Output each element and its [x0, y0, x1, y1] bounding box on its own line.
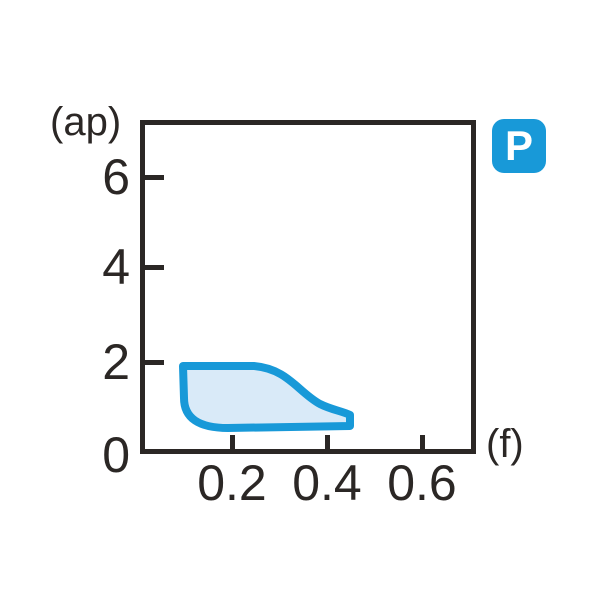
x-axis-title: (f) — [486, 422, 524, 466]
y-tick-6 — [145, 175, 164, 180]
y-tick-4 — [145, 265, 164, 270]
x-tick-label-0.2: 0.2 — [197, 455, 267, 511]
y-tick-label-4: 4 — [102, 239, 130, 295]
plot-area — [140, 120, 476, 454]
x-tick-label-0.4: 0.4 — [292, 455, 362, 511]
x-tick-0.2 — [230, 435, 235, 450]
iso-p-material-badge: P — [492, 119, 546, 173]
y-tick-label-2: 2 — [102, 334, 130, 390]
y-axis-title: (ap) — [50, 100, 122, 144]
y-tick-label-6: 6 — [102, 149, 130, 205]
x-tick-label-0.6: 0.6 — [387, 455, 457, 511]
x-tick-0.4 — [325, 435, 330, 450]
x-tick-0.6 — [420, 435, 425, 450]
y-tick-label-0: 0 — [102, 427, 130, 483]
y-tick-2 — [145, 360, 164, 365]
